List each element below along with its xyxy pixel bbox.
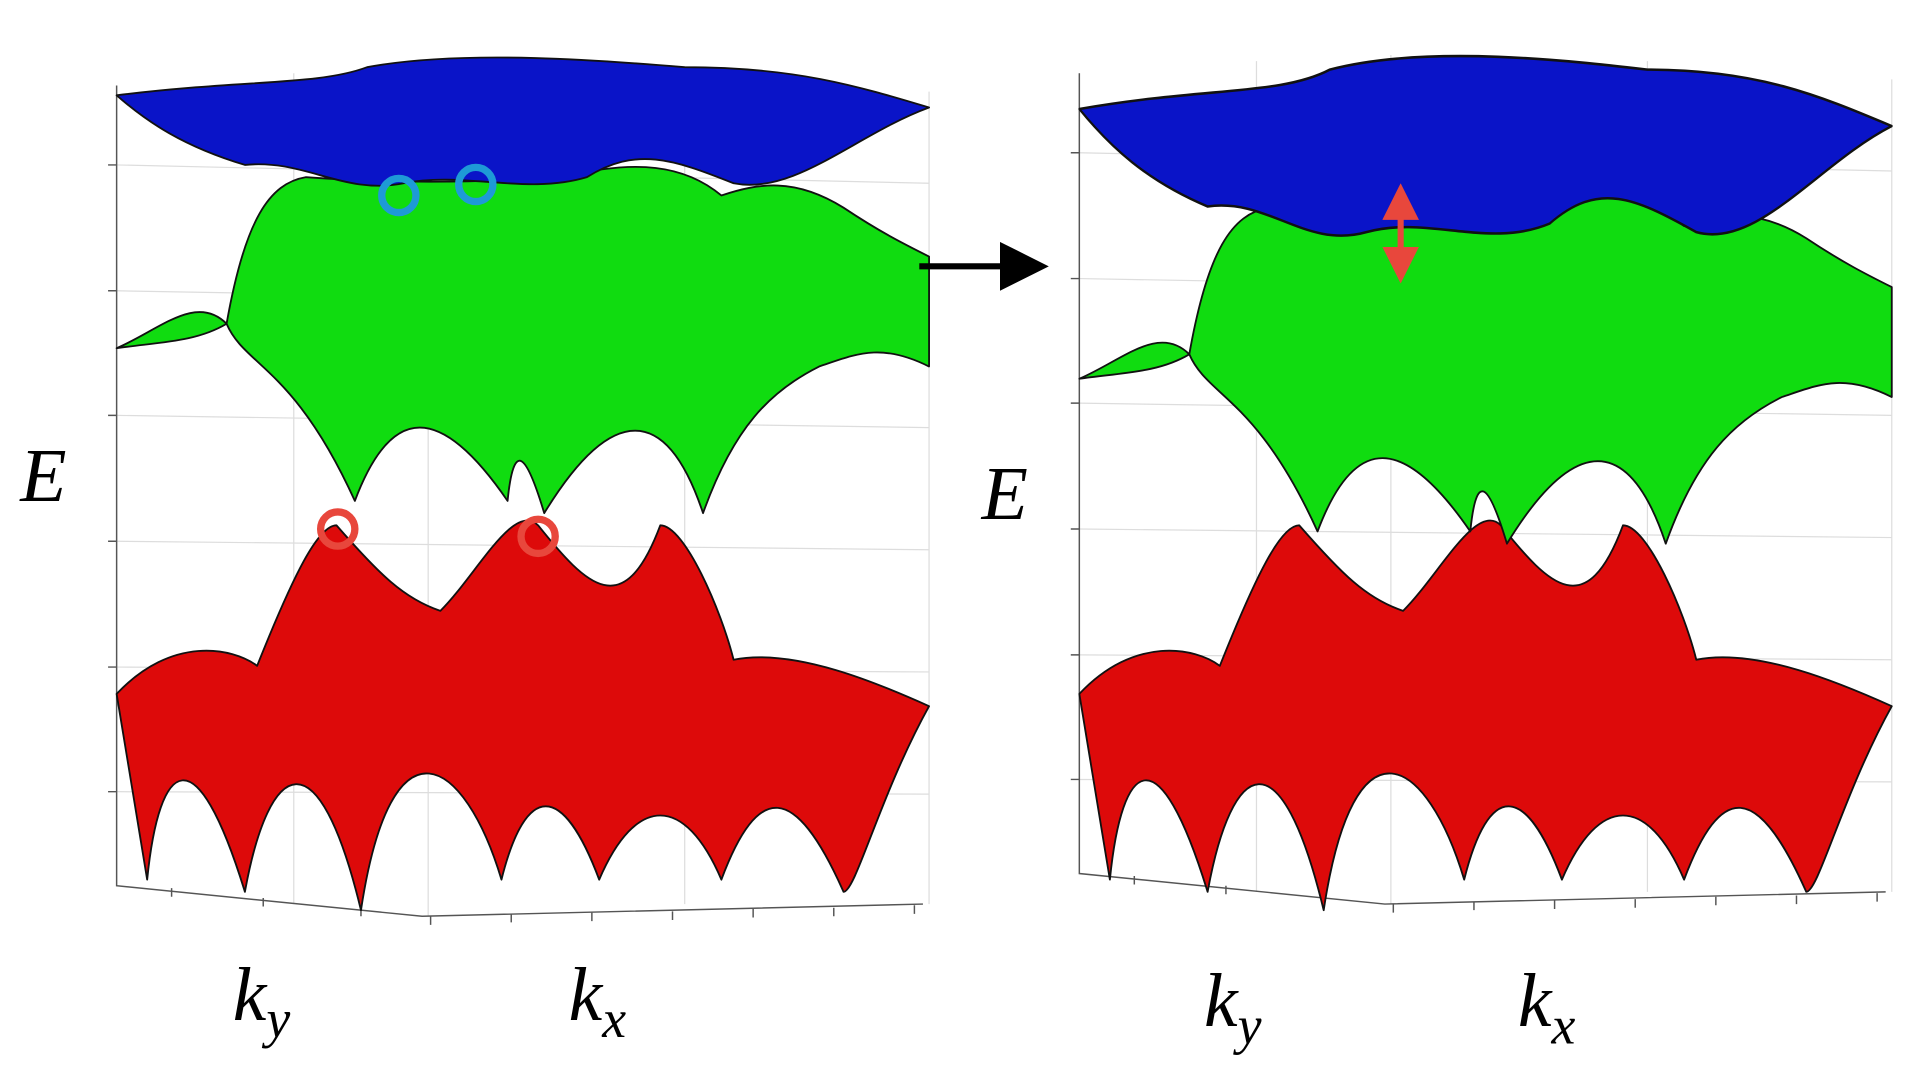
panel-right: E ky kx: [981, 54, 1894, 1055]
touch-marker: [378, 174, 420, 217]
energy-label: E: [19, 435, 66, 518]
kx-label: kx: [1518, 960, 1576, 1055]
ky-label: ky: [233, 954, 291, 1049]
ky-label: ky: [1204, 960, 1262, 1055]
energy-label: E: [981, 453, 1028, 536]
touch-marker: [517, 515, 559, 558]
middle-band: [115, 165, 930, 515]
lower-band: [1078, 519, 1893, 912]
touch-marker: [316, 508, 359, 550]
touch-marker: [455, 163, 497, 206]
upper-band: [115, 56, 930, 187]
kx-label: kx: [569, 954, 627, 1049]
middle-band: [1078, 196, 1893, 545]
upper-band: [1078, 54, 1894, 237]
lower-band: [115, 519, 930, 912]
panel-left: E ky kx: [19, 56, 930, 1049]
